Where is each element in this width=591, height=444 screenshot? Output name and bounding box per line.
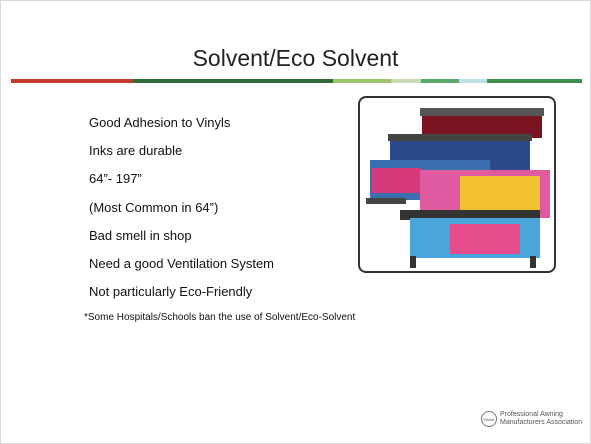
bullet: Good Adhesion to Vinyls (89, 113, 274, 141)
printer-photo (358, 96, 556, 273)
bullet: (Most Common in 64”) (89, 198, 274, 226)
logo-line: Manufacturers Association (500, 419, 582, 427)
bullet: Not particularly Eco-Friendly (89, 282, 274, 310)
slide: Solvent/Eco Solvent Good Adhesion to Vin… (0, 0, 591, 444)
logo-line: Professional Awning (500, 411, 582, 419)
bullet: Bad smell in shop (89, 226, 274, 254)
slide-title: Solvent/Eco Solvent (1, 45, 590, 72)
printer-illustration (360, 98, 554, 271)
footnote: *Some Hospitals/Schools ban the use of S… (84, 312, 355, 323)
bullet: 64”- 197” (89, 169, 274, 197)
bullet: Need a good Ventilation System (89, 254, 274, 282)
logo: PAMA Professional Awning Manufacturers A… (481, 411, 582, 427)
accent-bar (11, 79, 582, 83)
logo-badge: PAMA (481, 411, 497, 427)
logo-text: Professional Awning Manufacturers Associ… (500, 411, 582, 427)
bullet: Inks are durable (89, 141, 274, 169)
